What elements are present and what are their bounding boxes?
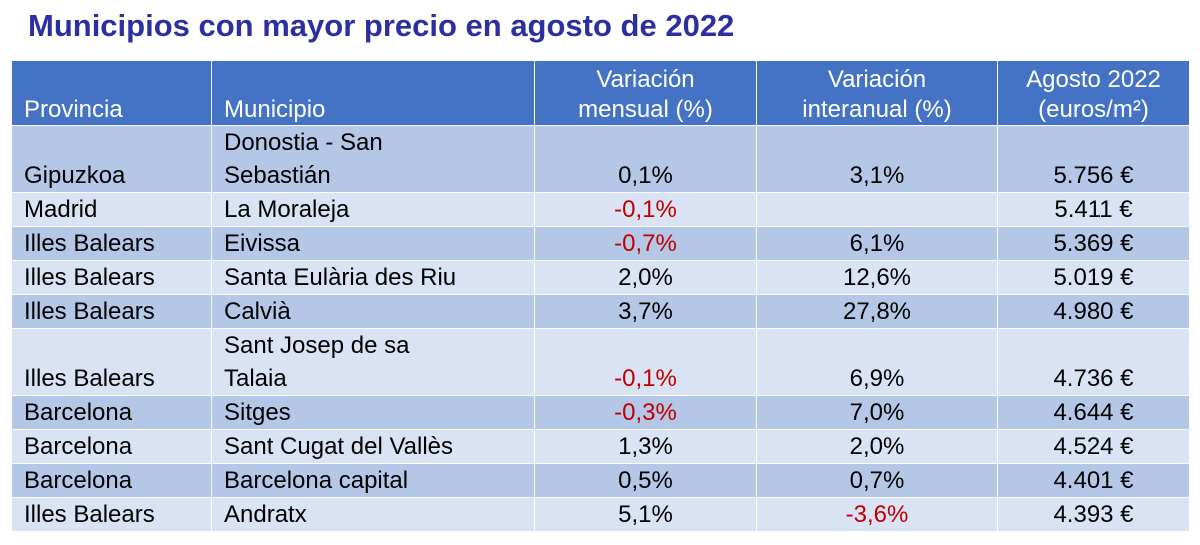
cell-variacion-mensual: 1,3%: [534, 429, 757, 464]
cell-precio: 4.524 €: [997, 429, 1190, 464]
municipios-table: Provincia Municipio Variación mensual (%…: [11, 60, 1190, 532]
cell-variacion-interanual: 0,7%: [756, 463, 998, 498]
table-row: Illes Balears Calvià 3,7% 27,8% 4.980 €: [11, 294, 1190, 329]
cell-provincia: Illes Balears: [11, 260, 212, 295]
cell-variacion-interanual: [756, 192, 998, 227]
cell-variacion-interanual: -3,6%: [756, 497, 998, 532]
cell-precio: 5.756 €: [997, 125, 1190, 193]
cell-precio: 5.411 €: [997, 192, 1190, 227]
cell-municipio: Sant Cugat del Vallès: [211, 429, 535, 464]
cell-municipio: Calvià: [211, 294, 535, 329]
cell-municipio: Sitges: [211, 395, 535, 430]
table-header-row: Provincia Municipio Variación mensual (%…: [11, 60, 1190, 126]
header-variacion-mensual: Variación mensual (%): [534, 60, 757, 126]
cell-precio: 4.393 €: [997, 497, 1190, 532]
cell-variacion-interanual: 27,8%: [756, 294, 998, 329]
header-municipio: Municipio: [211, 60, 535, 126]
table-row: Madrid La Moraleja -0,1% 5.411 €: [11, 192, 1190, 227]
cell-variacion-interanual: 3,1%: [756, 125, 998, 193]
table-row: Illes Balears Santa Eulària des Riu 2,0% 12…: [11, 260, 1190, 295]
cell-municipio: Sant Josep de sa Talaia: [211, 328, 535, 396]
cell-variacion-mensual: -0,1%: [534, 192, 757, 227]
cell-precio: 4.644 €: [997, 395, 1190, 430]
cell-variacion-mensual: 2,0%: [534, 260, 757, 295]
cell-precio: 4.736 €: [997, 328, 1190, 396]
cell-variacion-interanual: 7,0%: [756, 395, 998, 430]
cell-provincia: Illes Balears: [11, 294, 212, 329]
table-row: Illes Balears Andratx 5,1% -3,6% 4.393 €: [11, 497, 1190, 532]
cell-precio: 4.980 €: [997, 294, 1190, 329]
cell-provincia: Barcelona: [11, 463, 212, 498]
table-row: Illes Balears Eivissa -0,7% 6,1% 5.369 €: [11, 226, 1190, 261]
cell-variacion-interanual: 12,6%: [756, 260, 998, 295]
table-row: Illes Balears Sant Josep de sa Talaia -0,1%…: [11, 328, 1190, 396]
header-variacion-interanual: Variación interanual (%): [756, 60, 998, 126]
cell-municipio: Barcelona capital: [211, 463, 535, 498]
cell-municipio: Donostia - San Sebastián: [211, 125, 535, 193]
cell-provincia: Barcelona: [11, 395, 212, 430]
header-provincia: Provincia: [11, 60, 212, 126]
cell-precio: 5.369 €: [997, 226, 1190, 261]
cell-municipio: La Moraleja: [211, 192, 535, 227]
cell-provincia: Madrid: [11, 192, 212, 227]
table-row: Gipuzkoa Donostia - San Sebastián 0,1% 3,1% 5…: [11, 125, 1190, 193]
cell-variacion-mensual: -0,1%: [534, 328, 757, 396]
page-title: Municipios con mayor precio en agosto de…: [28, 8, 735, 43]
cell-variacion-mensual: 5,1%: [534, 497, 757, 532]
cell-variacion-mensual: 0,5%: [534, 463, 757, 498]
header-precio-agosto: Agosto 2022 (euros/m²): [997, 60, 1190, 126]
table-body: Gipuzkoa Donostia - San Sebastián 0,1% 3,1% 5…: [11, 125, 1190, 532]
cell-variacion-mensual: -0,3%: [534, 395, 757, 430]
cell-provincia: Gipuzkoa: [11, 125, 212, 193]
cell-municipio: Santa Eulària des Riu: [211, 260, 535, 295]
cell-variacion-mensual: 0,1%: [534, 125, 757, 193]
cell-precio: 4.401 €: [997, 463, 1190, 498]
cell-municipio: Andratx: [211, 497, 535, 532]
table-row: Barcelona Sitges -0,3% 7,0% 4.644 €: [11, 395, 1190, 430]
table-row: Barcelona Sant Cugat del Vallès 1,3% 2,0% 4.…: [11, 429, 1190, 464]
cell-provincia: Illes Balears: [11, 328, 212, 396]
table-row: Barcelona Barcelona capital 0,5% 0,7% 4.401 …: [11, 463, 1190, 498]
cell-variacion-interanual: 6,1%: [756, 226, 998, 261]
cell-provincia: Barcelona: [11, 429, 212, 464]
cell-precio: 5.019 €: [997, 260, 1190, 295]
cell-provincia: Illes Balears: [11, 226, 212, 261]
cell-provincia: Illes Balears: [11, 497, 212, 532]
cell-variacion-mensual: -0,7%: [534, 226, 757, 261]
cell-variacion-interanual: 6,9%: [756, 328, 998, 396]
cell-municipio: Eivissa: [211, 226, 535, 261]
cell-variacion-mensual: 3,7%: [534, 294, 757, 329]
cell-variacion-interanual: 2,0%: [756, 429, 998, 464]
